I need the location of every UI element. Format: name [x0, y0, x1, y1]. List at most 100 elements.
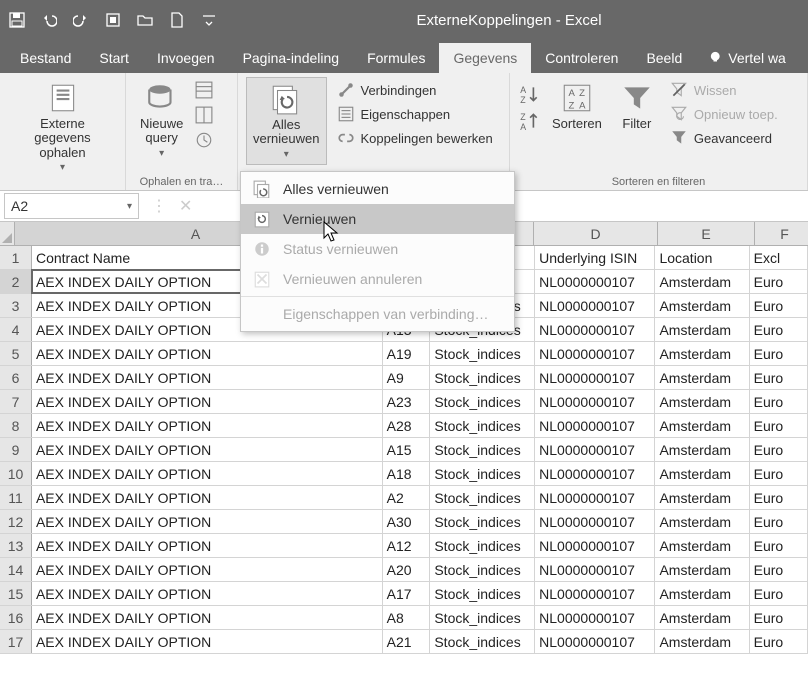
cell[interactable]: Euro	[750, 270, 808, 293]
cell[interactable]: AEX INDEX DAILY OPTION	[32, 342, 383, 365]
cell[interactable]: AEX INDEX DAILY OPTION	[32, 534, 383, 557]
cell[interactable]: AEX INDEX DAILY OPTION	[32, 630, 383, 653]
cell[interactable]: Stock_indices	[430, 390, 535, 413]
cell[interactable]: Stock_indices	[430, 486, 535, 509]
cell[interactable]: A19	[383, 342, 431, 365]
qa-more-icon[interactable]	[200, 11, 218, 29]
cell[interactable]: A23	[383, 390, 431, 413]
cell[interactable]: Amsterdam	[655, 366, 749, 389]
row-header[interactable]: 1	[0, 246, 32, 269]
cell[interactable]: A2	[383, 486, 431, 509]
sort-asc-icon[interactable]: AZ	[518, 83, 540, 110]
row-header[interactable]: 15	[0, 582, 32, 605]
cell[interactable]: AEX INDEX DAILY OPTION	[32, 366, 383, 389]
cell[interactable]: Amsterdam	[655, 342, 749, 365]
row-header[interactable]: 4	[0, 318, 32, 341]
cell[interactable]: Underlying ISIN	[535, 246, 655, 269]
sort-desc-icon[interactable]: ZA	[518, 110, 540, 137]
cell[interactable]: A20	[383, 558, 431, 581]
cell[interactable]: Stock_indices	[430, 558, 535, 581]
cell[interactable]: Stock_indices	[430, 438, 535, 461]
cell[interactable]: Stock_indices	[430, 606, 535, 629]
column-header[interactable]: D	[534, 222, 658, 245]
cell[interactable]: Stock_indices	[430, 462, 535, 485]
row-header[interactable]: 16	[0, 606, 32, 629]
cell[interactable]: Stock_indices	[430, 414, 535, 437]
tab-insert[interactable]: Invoegen	[143, 43, 229, 73]
cell[interactable]: Amsterdam	[655, 534, 749, 557]
cell[interactable]: NL0000000107	[535, 294, 655, 317]
cell[interactable]: A18	[383, 462, 431, 485]
cell[interactable]: Amsterdam	[655, 270, 749, 293]
tab-formulas[interactable]: Formules	[353, 43, 439, 73]
cell[interactable]: Amsterdam	[655, 438, 749, 461]
reapply-button[interactable]: Opnieuw toep.	[666, 103, 782, 125]
cell[interactable]: Stock_indices	[430, 510, 535, 533]
cell[interactable]: Stock_indices	[430, 534, 535, 557]
new-doc-icon[interactable]	[168, 11, 186, 29]
cell[interactable]: NL0000000107	[535, 318, 655, 341]
cell[interactable]: AEX INDEX DAILY OPTION	[32, 438, 383, 461]
cell[interactable]: NL0000000107	[535, 558, 655, 581]
clear-filter-button[interactable]: Wissen	[666, 79, 782, 101]
cell[interactable]: AEX INDEX DAILY OPTION	[32, 486, 383, 509]
cell[interactable]: AEX INDEX DAILY OPTION	[32, 510, 383, 533]
cell[interactable]: Amsterdam	[655, 606, 749, 629]
cell[interactable]: Euro	[750, 534, 808, 557]
cell[interactable]: Euro	[750, 318, 808, 341]
cell[interactable]: Euro	[750, 582, 808, 605]
cell[interactable]: A9	[383, 366, 431, 389]
cell[interactable]: Excl	[750, 246, 808, 269]
new-query-button[interactable]: Nieuwe query ▾	[134, 77, 189, 163]
row-header[interactable]: 11	[0, 486, 32, 509]
cell[interactable]: Euro	[750, 366, 808, 389]
tab-review[interactable]: Controleren	[531, 43, 632, 73]
connections-button[interactable]: Verbindingen	[333, 79, 497, 101]
cell[interactable]: NL0000000107	[535, 606, 655, 629]
cell[interactable]: Amsterdam	[655, 318, 749, 341]
properties-button[interactable]: Eigenschappen	[333, 103, 497, 125]
cell[interactable]: Euro	[750, 390, 808, 413]
cell[interactable]: NL0000000107	[535, 390, 655, 413]
tab-view[interactable]: Beeld	[632, 43, 696, 73]
row-header[interactable]: 9	[0, 438, 32, 461]
cell[interactable]: NL0000000107	[535, 366, 655, 389]
row-header[interactable]: 6	[0, 366, 32, 389]
cell[interactable]: NL0000000107	[535, 414, 655, 437]
cell[interactable]: NL0000000107	[535, 342, 655, 365]
tab-tell-me[interactable]: Vertel wa	[696, 43, 800, 73]
cell[interactable]: Euro	[750, 630, 808, 653]
qa-icon-1[interactable]	[104, 11, 122, 29]
show-queries-icon[interactable]	[195, 81, 213, 104]
cell[interactable]: Stock_indices	[430, 630, 535, 653]
row-header[interactable]: 13	[0, 534, 32, 557]
cell[interactable]: NL0000000107	[535, 486, 655, 509]
cell[interactable]: A15	[383, 438, 431, 461]
open-folder-icon[interactable]	[136, 11, 154, 29]
refresh-all-button[interactable]: Alles vernieuwen ▾	[246, 77, 327, 165]
cell[interactable]: Euro	[750, 558, 808, 581]
row-header[interactable]: 5	[0, 342, 32, 365]
cell[interactable]: Euro	[750, 486, 808, 509]
sort-button[interactable]: AZZA Sorteren	[546, 77, 608, 135]
cell[interactable]: Euro	[750, 414, 808, 437]
row-header[interactable]: 10	[0, 462, 32, 485]
cell[interactable]: AEX INDEX DAILY OPTION	[32, 390, 383, 413]
cell[interactable]: A8	[383, 606, 431, 629]
row-header[interactable]: 17	[0, 630, 32, 653]
edit-links-button[interactable]: Koppelingen bewerken	[333, 127, 497, 149]
cell[interactable]: AEX INDEX DAILY OPTION	[32, 582, 383, 605]
cell[interactable]: Amsterdam	[655, 582, 749, 605]
row-header[interactable]: 2	[0, 270, 32, 293]
row-header[interactable]: 12	[0, 510, 32, 533]
cell[interactable]: A17	[383, 582, 431, 605]
cell[interactable]: Amsterdam	[655, 390, 749, 413]
column-header[interactable]: F	[755, 222, 808, 245]
cell[interactable]: Euro	[750, 462, 808, 485]
row-header[interactable]: 8	[0, 414, 32, 437]
cell[interactable]: Amsterdam	[655, 486, 749, 509]
cell[interactable]: AEX INDEX DAILY OPTION	[32, 606, 383, 629]
cell[interactable]: Stock_indices	[430, 366, 535, 389]
cell[interactable]: Amsterdam	[655, 294, 749, 317]
row-header[interactable]: 14	[0, 558, 32, 581]
